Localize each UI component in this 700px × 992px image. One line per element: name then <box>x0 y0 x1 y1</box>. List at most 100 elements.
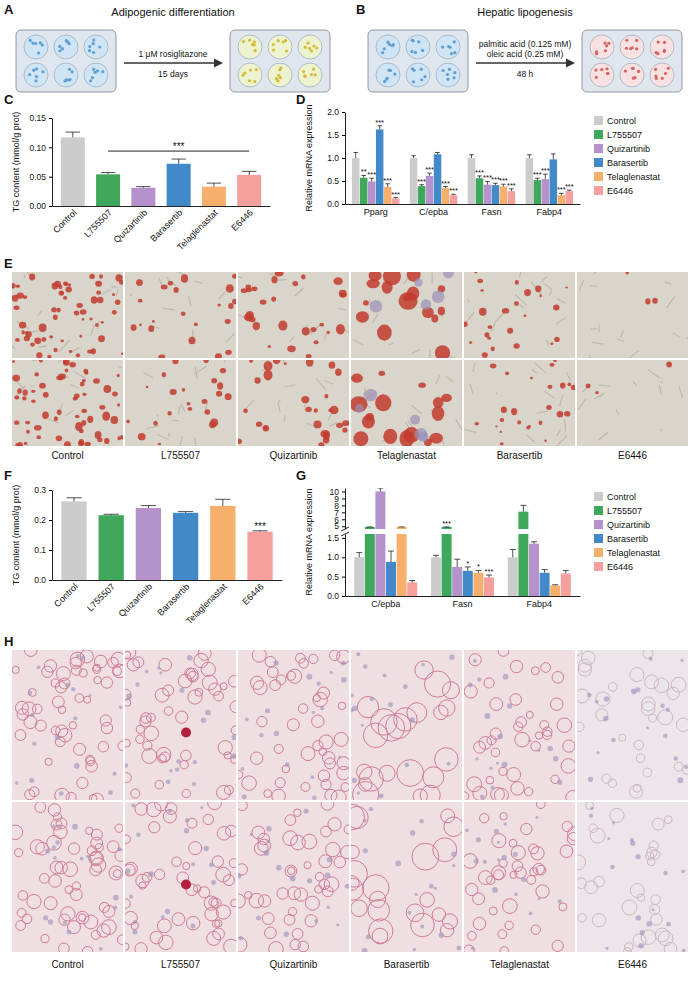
cell-outline <box>228 676 236 688</box>
cell-outline <box>586 802 594 809</box>
bar <box>418 186 426 204</box>
cell-outline <box>494 870 504 880</box>
error-bar <box>215 499 230 506</box>
texture <box>661 381 663 383</box>
bar <box>518 534 528 596</box>
nucleus <box>492 887 498 893</box>
error-bar <box>399 526 405 527</box>
cell <box>312 44 315 47</box>
cell <box>605 44 608 47</box>
cell-outline <box>125 835 130 844</box>
cell <box>595 76 598 79</box>
cell <box>412 69 415 72</box>
cell-outline <box>622 900 637 915</box>
lipid-droplet <box>119 280 123 285</box>
lipid-droplet <box>464 322 468 328</box>
nucleus <box>405 763 409 767</box>
cell-outline <box>568 827 575 841</box>
tick: L755507 <box>85 582 117 614</box>
nucleus <box>303 808 308 813</box>
cell-outline <box>125 899 130 908</box>
nucleus <box>238 873 242 879</box>
cell-outline <box>507 768 521 782</box>
cell-outline <box>274 744 283 753</box>
error-bar <box>353 152 358 158</box>
lipid-droplet <box>63 282 68 286</box>
cell-outline <box>634 740 643 749</box>
image-background <box>238 802 349 952</box>
texture <box>284 385 295 387</box>
lipid-droplet <box>530 377 533 379</box>
cell <box>624 69 627 72</box>
cell-outline <box>154 869 164 879</box>
significance: *** <box>565 182 574 191</box>
lipid-droplet <box>216 391 222 397</box>
lipid-droplet <box>57 308 61 313</box>
cell-outline <box>630 883 644 897</box>
texture <box>195 437 196 445</box>
lipid-droplet <box>12 283 16 289</box>
lipid-droplet <box>101 321 104 324</box>
lipid-droplet <box>168 281 173 286</box>
cell-outline <box>505 921 513 929</box>
cell-outline <box>351 876 359 891</box>
cell-outline <box>305 896 319 910</box>
cell-outline <box>212 856 223 867</box>
micrograph <box>125 360 236 446</box>
lipid-droplet <box>314 421 322 429</box>
nucleus <box>312 796 317 800</box>
lipid-droplet <box>474 272 477 273</box>
cell-outline <box>287 867 295 875</box>
tick: Pparg <box>364 207 388 217</box>
image-caption: Telaglenastat <box>490 959 549 970</box>
image-background <box>238 650 349 800</box>
lipid-droplet <box>146 386 149 388</box>
micrograph <box>577 650 688 800</box>
legend-label: Barasertib <box>607 534 648 544</box>
legend-label: E6446 <box>607 562 633 572</box>
texture <box>532 370 537 374</box>
nucleus <box>636 854 641 859</box>
cell-outline <box>54 825 68 839</box>
cell-outline <box>253 681 267 695</box>
lipid-droplet <box>81 420 86 426</box>
cell <box>272 43 275 46</box>
cell <box>420 68 423 71</box>
bar <box>431 557 441 596</box>
nucleus <box>338 756 341 759</box>
lipid-droplet <box>136 279 143 286</box>
y-axis-title: TG content (mmol/g prot) <box>11 112 21 213</box>
nucleus <box>504 822 507 825</box>
image-caption: Barasertib <box>384 959 430 970</box>
cell-outline <box>610 808 624 822</box>
texture <box>168 433 170 437</box>
tick: L755507 <box>82 208 114 240</box>
nucleus <box>414 278 423 287</box>
cell-outline <box>125 943 129 950</box>
cell-outline <box>35 802 46 813</box>
lipid-droplet <box>39 360 43 362</box>
bar <box>542 179 550 204</box>
cell-outline <box>159 658 172 671</box>
lipid-droplet <box>431 315 438 323</box>
error-bar <box>136 187 150 188</box>
nucleus <box>537 749 540 752</box>
texture <box>60 404 62 411</box>
lipid-droplet <box>188 337 195 345</box>
cell-outline <box>86 755 95 764</box>
nucleus <box>513 852 518 857</box>
tick: E6446 <box>229 208 254 233</box>
cell-outline <box>299 659 309 669</box>
cell <box>28 73 31 76</box>
cell <box>91 76 94 79</box>
image-background <box>125 802 236 952</box>
nucleus <box>429 884 434 889</box>
cell-outline <box>125 864 135 876</box>
lipid-droplet <box>482 352 488 358</box>
cell-outline <box>529 844 539 854</box>
nucleus <box>590 807 594 811</box>
cell-outline <box>82 946 93 952</box>
lipid-droplet <box>14 306 20 310</box>
lipid-droplet <box>203 360 208 363</box>
lipid-droplet <box>502 308 509 314</box>
